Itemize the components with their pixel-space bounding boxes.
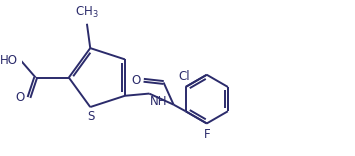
- Text: O: O: [131, 74, 140, 87]
- Text: S: S: [88, 110, 95, 123]
- Text: CH$_3$: CH$_3$: [75, 5, 99, 20]
- Text: NH: NH: [150, 95, 168, 108]
- Text: HO: HO: [0, 54, 18, 68]
- Text: F: F: [203, 128, 210, 141]
- Text: O: O: [15, 91, 24, 104]
- Text: Cl: Cl: [179, 70, 190, 83]
